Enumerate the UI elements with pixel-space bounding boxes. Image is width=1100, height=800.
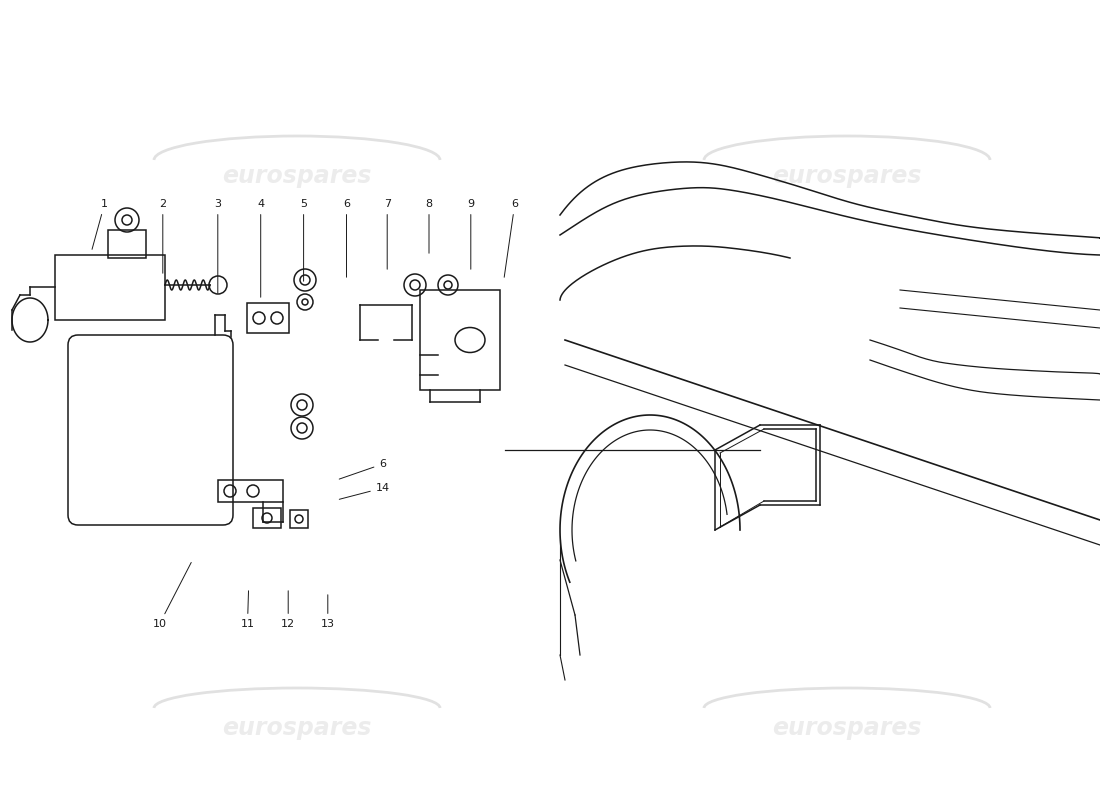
Text: 4: 4	[257, 199, 264, 298]
Text: 6: 6	[504, 199, 518, 278]
Text: 8: 8	[426, 199, 432, 254]
Text: 12: 12	[282, 590, 295, 629]
Bar	[253, 508, 280, 528]
Text: 3: 3	[214, 199, 221, 294]
Text: eurospares: eurospares	[772, 716, 922, 740]
Bar	[248, 303, 289, 333]
Bar	[108, 230, 146, 258]
Bar	[420, 290, 500, 390]
Text: eurospares: eurospares	[222, 716, 372, 740]
Text: 2: 2	[160, 199, 166, 274]
Text: 13: 13	[321, 594, 334, 629]
Bar	[290, 510, 308, 528]
Bar	[55, 255, 165, 320]
Text: 1: 1	[92, 199, 108, 250]
Text: 10: 10	[153, 562, 191, 629]
Text: 7: 7	[384, 199, 390, 270]
Text: 9: 9	[468, 199, 474, 270]
Text: eurospares: eurospares	[772, 164, 922, 188]
Text: 6: 6	[343, 199, 350, 278]
Text: 14: 14	[339, 483, 389, 499]
Text: 6: 6	[339, 459, 386, 479]
Text: 11: 11	[241, 590, 254, 629]
Text: eurospares: eurospares	[222, 164, 372, 188]
Bar	[218, 480, 283, 502]
Text: 5: 5	[300, 199, 307, 282]
